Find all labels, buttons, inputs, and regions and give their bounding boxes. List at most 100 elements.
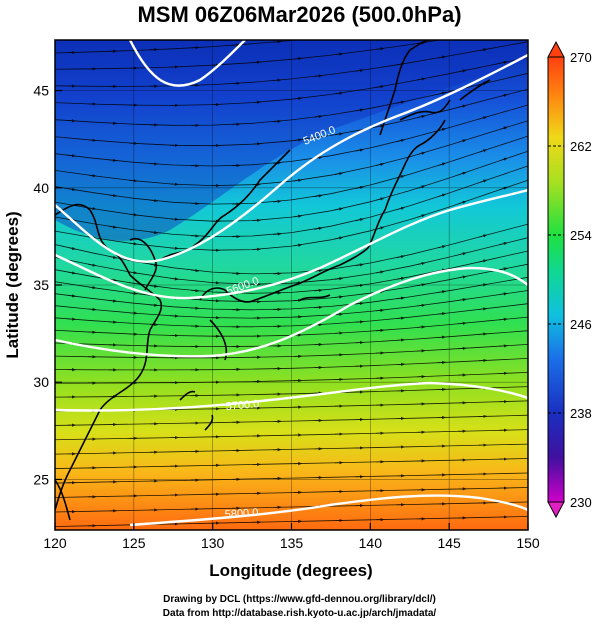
wind-arrow xyxy=(355,320,364,324)
wind-arrow xyxy=(314,194,323,198)
wind-arrow xyxy=(67,294,76,298)
wind-arrow xyxy=(438,22,446,23)
y-tick-label: 35 xyxy=(33,277,49,293)
wind-arrow xyxy=(293,178,303,182)
wind-arrow xyxy=(375,308,385,312)
wind-arrow xyxy=(478,332,488,336)
wind-arrow xyxy=(417,214,426,218)
wind-arrow xyxy=(458,200,467,205)
colorbar-tick-label: 238 xyxy=(570,406,592,421)
wind-arrow xyxy=(67,119,76,123)
x-tick-label: 130 xyxy=(201,535,225,551)
wind-arrow xyxy=(170,217,179,221)
colorbar-tick-label: 270 xyxy=(570,50,592,65)
wind-arrow xyxy=(108,225,118,229)
wind-arrow xyxy=(499,344,508,348)
wind-arrow xyxy=(129,271,138,275)
wind-arrow xyxy=(499,292,508,296)
wind-arrow xyxy=(88,206,97,211)
wind-arrow xyxy=(355,263,364,267)
wind-arrow xyxy=(396,206,405,211)
wind-arrow xyxy=(252,218,262,222)
wind-arrow xyxy=(88,285,97,290)
wind-arrow xyxy=(88,138,97,142)
wind-arrow xyxy=(355,148,364,152)
wind-arrow xyxy=(190,289,200,293)
wind-arrow xyxy=(375,47,385,51)
wind-arrow xyxy=(375,85,385,89)
wind-arrow xyxy=(108,299,118,303)
wind-arrow xyxy=(499,267,508,271)
wind-arrow xyxy=(478,116,488,120)
wind-arrow xyxy=(396,139,405,143)
wind-arrow xyxy=(314,288,323,293)
wind-arrow xyxy=(293,96,303,101)
colorbar-tick-label: 254 xyxy=(570,228,592,243)
wind-arrow xyxy=(355,301,364,306)
wind-arrow xyxy=(396,296,405,300)
wind-arrow xyxy=(499,60,508,64)
wind-arrow xyxy=(314,226,323,231)
wind-arrow xyxy=(355,218,364,222)
wind-arrow xyxy=(67,271,76,275)
wind-arrow xyxy=(293,214,303,218)
wind-arrow xyxy=(478,307,488,311)
wind-arrow xyxy=(437,290,447,294)
wind-arrow xyxy=(129,291,138,295)
colorbar-tick-label: 230 xyxy=(570,495,592,510)
wind-arrow xyxy=(334,91,344,95)
wind-arrow xyxy=(437,335,447,339)
colorbar-tick-label: 246 xyxy=(570,317,592,332)
wind-arrow xyxy=(334,52,344,56)
wind-arrow xyxy=(375,226,385,230)
wind-arrow xyxy=(396,100,405,104)
wind-arrow xyxy=(170,246,179,250)
wind-arrow xyxy=(334,295,344,299)
x-tick-label: 140 xyxy=(359,535,383,551)
wind-arrow xyxy=(458,69,467,73)
wind-arrow xyxy=(252,100,262,104)
wind-arrow xyxy=(129,213,138,217)
contour-label: 5700.0 xyxy=(225,398,260,413)
wind-arrow xyxy=(458,252,467,256)
wind-arrow xyxy=(417,325,426,329)
wind-arrow xyxy=(458,275,467,279)
y-axis: 25 30 35 40 45 xyxy=(33,83,62,487)
credit-dcl: Drawing by DCL (https://www.gfd-dennou.o… xyxy=(163,594,436,605)
wind-arrow xyxy=(458,36,466,37)
wind-arrow xyxy=(273,119,282,123)
wind-arrow xyxy=(355,68,364,73)
wind-arrow xyxy=(170,277,179,281)
height-contours xyxy=(55,40,528,527)
wind-arrow xyxy=(458,321,467,325)
wind-arrow xyxy=(478,259,488,263)
wind-arrow xyxy=(88,263,97,267)
x-axis-label: Longitude (degrees) xyxy=(209,561,372,580)
wind-arrow xyxy=(417,151,426,155)
x-tick-label: 135 xyxy=(280,535,304,551)
wind-arrow xyxy=(417,77,426,81)
wind-arrow xyxy=(499,157,508,162)
wind-arrow xyxy=(458,298,467,302)
wind-arrow xyxy=(396,338,405,342)
wind-arrow xyxy=(478,234,488,238)
wind-arrow xyxy=(334,236,344,240)
wind-arrow xyxy=(129,141,138,145)
wind-arrow xyxy=(293,138,303,142)
wind-arrow xyxy=(499,126,508,130)
wind-arrow xyxy=(129,242,138,246)
y-tick-label: 40 xyxy=(33,180,49,196)
x-tick-label: 120 xyxy=(43,535,67,551)
wind-arrow xyxy=(314,37,322,38)
x-tick-label: 145 xyxy=(437,535,461,551)
wind-arrow xyxy=(478,179,488,184)
wind-arrow xyxy=(88,307,97,311)
wind-arrow xyxy=(334,172,344,176)
wind-arrow xyxy=(334,331,344,335)
wind-arrow xyxy=(190,268,200,273)
wind-arrow xyxy=(108,194,118,198)
wind-arrow xyxy=(437,162,447,166)
y-tick-label: 30 xyxy=(33,374,49,390)
wind-arrow xyxy=(314,305,323,309)
